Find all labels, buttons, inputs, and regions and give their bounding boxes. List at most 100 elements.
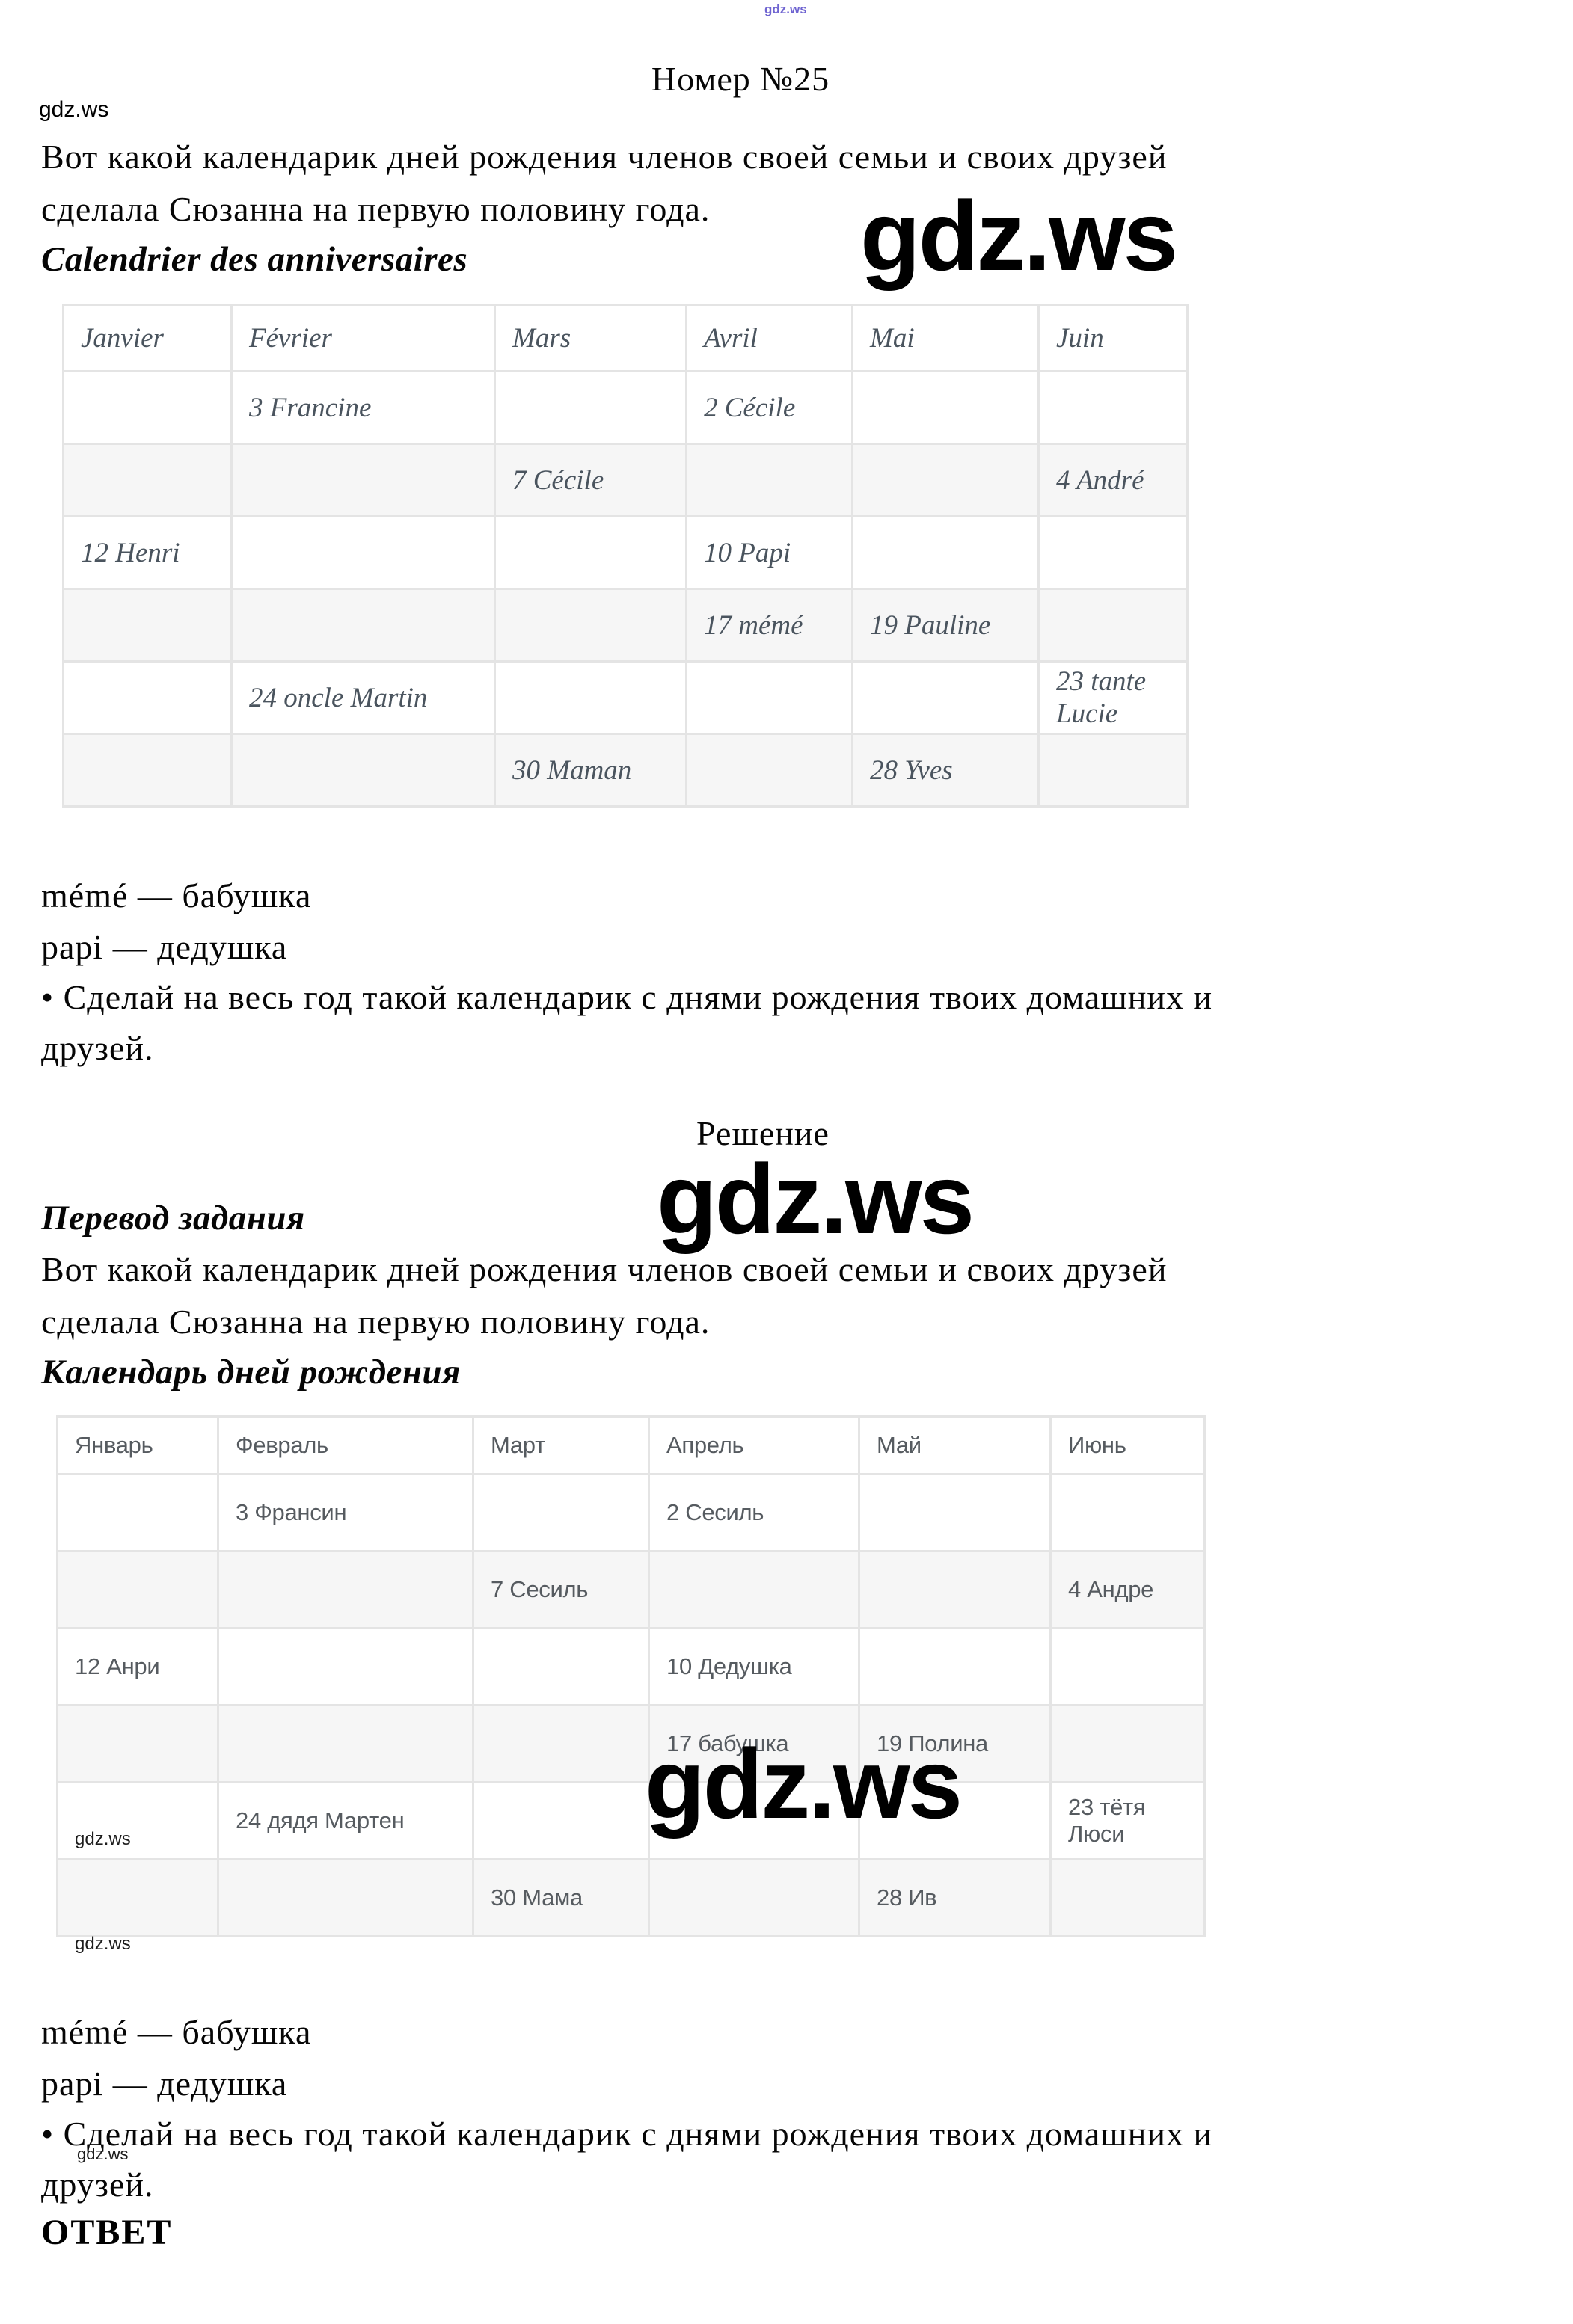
month-header: Июнь — [1049, 1415, 1206, 1475]
month-header: Май — [858, 1415, 1052, 1475]
calendar-title-ru: Календарь дней рождения — [41, 1353, 461, 1392]
table-row: 12 Henri 10 Papi — [62, 515, 1189, 590]
month-header: Février — [230, 304, 496, 372]
birthday-cell — [56, 1781, 219, 1860]
month-header: Juin — [1037, 304, 1189, 372]
table-row: 7 Сесиль 4 Андре — [56, 1550, 1206, 1629]
birthday-cell: 30 Мама — [472, 1858, 650, 1937]
birthday-cell — [230, 733, 496, 808]
month-header: Январь — [56, 1415, 219, 1475]
table-row: 3 Francine 2 Cécile — [62, 370, 1189, 445]
birthday-cell: 30 Maman — [494, 733, 687, 808]
birthday-cell — [217, 1858, 474, 1937]
watermark-cell-1: gdz.ws — [75, 1829, 131, 1849]
birthday-cell — [1049, 1473, 1206, 1552]
birthday-cell — [858, 1473, 1052, 1552]
birthday-cell — [230, 515, 496, 590]
birthday-cell: 2 Cécile — [685, 370, 853, 445]
birthday-cell: 24 дядя Мартен — [217, 1781, 474, 1860]
birthday-cell: 24 oncle Martin — [230, 660, 496, 735]
birthday-cell — [685, 443, 853, 517]
month-header: Март — [472, 1415, 650, 1475]
table-row: 24 дядя Мартен 23 тётя Люси — [56, 1781, 1206, 1860]
birthday-cell — [1037, 733, 1189, 808]
birthday-cell: 12 Анри — [56, 1627, 219, 1706]
calendar-title-fr: Calendrier des anniversaires — [41, 240, 468, 279]
month-header: Avril — [685, 304, 853, 372]
birthday-cell — [858, 1781, 1052, 1860]
birthday-cell — [56, 1858, 219, 1937]
birthday-cell — [648, 1858, 860, 1937]
birthday-cell — [1049, 1858, 1206, 1937]
birthday-cell — [56, 1704, 219, 1783]
table-row: 17 бабушка 19 Полина — [56, 1704, 1206, 1783]
birthday-cell — [685, 733, 853, 808]
birthday-cell: 7 Cécile — [494, 443, 687, 517]
birthday-cell — [851, 370, 1040, 445]
birthday-cell — [472, 1473, 650, 1552]
birthday-cell — [494, 660, 687, 735]
glossary-papi-2: papi — дедушка — [41, 2065, 288, 2103]
birthday-cell — [472, 1781, 650, 1860]
watermark-large-2: gdz.ws — [657, 1144, 975, 1254]
glossary-meme-2: mémé — бабушка — [41, 2013, 312, 2051]
birthday-cell: 19 Полина — [858, 1704, 1052, 1783]
birthday-cell — [472, 1704, 650, 1783]
birthday-cell — [494, 515, 687, 590]
birthday-cell — [851, 443, 1040, 517]
watermark-inline: gdz.ws — [77, 2145, 129, 2163]
birthday-cell — [851, 660, 1040, 735]
watermark-top-left: gdz.ws — [39, 97, 109, 122]
translation-heading: Перевод задания — [41, 1199, 305, 1238]
birthday-cell — [858, 1550, 1052, 1629]
birthday-cell — [494, 370, 687, 445]
birthday-cell: 3 Francine — [230, 370, 496, 445]
month-header: Апрель — [648, 1415, 860, 1475]
birthday-cell — [1037, 370, 1189, 445]
birthday-cell: 12 Henri — [62, 515, 233, 590]
solution-line-2: сделала Сюзанна на первую половину года. — [41, 1303, 711, 1341]
birthday-cell: 23 тётя Люси — [1049, 1781, 1206, 1860]
birthday-cell — [62, 588, 233, 663]
instruction-line-2: друзей. — [41, 1029, 154, 1067]
birthday-cell — [851, 515, 1040, 590]
watermark-top-tiny: gdz.ws — [764, 2, 807, 16]
instruction-line-2b: друзей. — [41, 2165, 154, 2204]
table-row: 7 Cécile 4 André — [62, 443, 1189, 517]
birthday-cell — [230, 443, 496, 517]
month-header: Mai — [851, 304, 1040, 372]
birthday-cell — [1049, 1627, 1206, 1706]
birthday-cell: 3 Франсин — [217, 1473, 474, 1552]
birthday-cell — [62, 733, 233, 808]
birthday-cell — [472, 1627, 650, 1706]
table-row: 24 oncle Martin 23 tante Lucie — [62, 660, 1189, 735]
birthday-cell — [648, 1781, 860, 1860]
solution-line-1: Вот какой календарик дней рождения члено… — [41, 1250, 1168, 1288]
birthday-cell — [858, 1627, 1052, 1706]
birthday-cell — [217, 1627, 474, 1706]
table-row: 12 Анри 10 Дедушка — [56, 1627, 1206, 1706]
answer-heading: ОТВЕТ — [41, 2213, 173, 2252]
watermark-large-1: gdz.ws — [860, 181, 1178, 291]
birthday-cell — [56, 1550, 219, 1629]
birthday-table-ru: Январь Февраль Март Апрель Май Июнь 3 Франсин 2… — [56, 1415, 1206, 1937]
birthday-cell — [648, 1550, 860, 1629]
birthday-cell: 23 tante Lucie — [1037, 660, 1189, 735]
birthday-cell — [1037, 588, 1189, 663]
birthday-cell: 17 mémé — [685, 588, 853, 663]
table-row: 30 Мама 28 Ив — [56, 1858, 1206, 1937]
birthday-cell: 17 бабушка — [648, 1704, 860, 1783]
month-header: Janvier — [62, 304, 233, 372]
birthday-cell: 10 Papi — [685, 515, 853, 590]
birthday-cell: 2 Сесиль — [648, 1473, 860, 1552]
birthday-cell: 10 Дедушка — [648, 1627, 860, 1706]
watermark-cell-2: gdz.ws — [75, 1934, 131, 1954]
month-header-row: Январь Февраль Март Апрель Май Июнь — [56, 1415, 1206, 1475]
birthday-cell — [62, 443, 233, 517]
solution-heading: Решение — [696, 1114, 830, 1152]
birthday-cell — [1049, 1704, 1206, 1783]
instruction-line-1: • Сделай на весь год такой календарик с … — [41, 978, 1213, 1016]
birthday-cell — [1037, 515, 1189, 590]
glossary-papi: papi — дедушка — [41, 928, 288, 966]
birthday-cell: 28 Ив — [858, 1858, 1052, 1937]
